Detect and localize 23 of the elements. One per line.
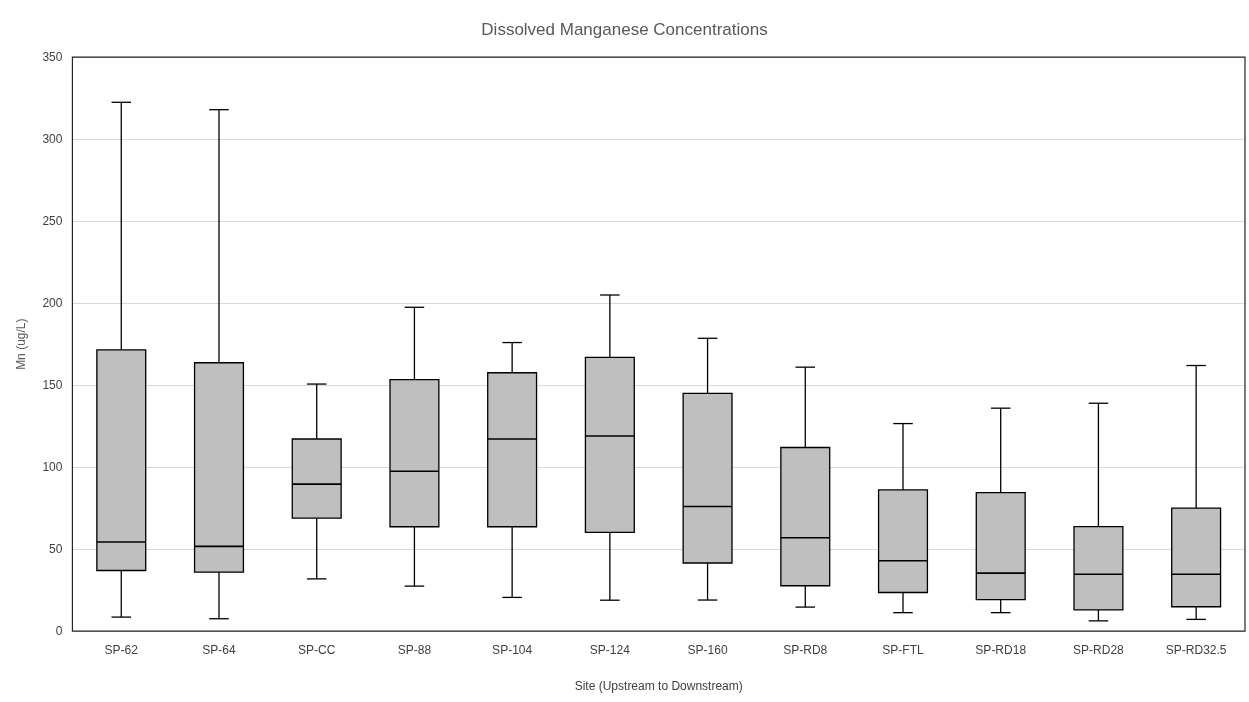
- x-tick-label: SP-RD32.5: [1165, 642, 1227, 657]
- x-tick-label: SP-RD28: [1073, 642, 1125, 657]
- x-tick-label: SP-124: [589, 642, 631, 657]
- x-tick-label: SP-64: [202, 642, 236, 657]
- y-tick-label: 350: [42, 49, 63, 64]
- y-tick-label: 250: [42, 213, 63, 228]
- y-tick-label: 300: [42, 131, 63, 146]
- y-axis-title: Mn (ug/L): [13, 318, 28, 370]
- x-tick-label: SP-FTL: [882, 642, 924, 657]
- x-tick-label: SP-104: [492, 642, 533, 657]
- x-tick-label: SP-RD8: [783, 642, 828, 657]
- chart-title: Dissolved Manganese Concentrations: [480, 20, 769, 40]
- y-tick-label: 0: [55, 623, 63, 638]
- x-tick-label: SP-88: [397, 642, 432, 657]
- x-tick-label: SP-62: [104, 642, 139, 657]
- x-tick-label: SP-CC: [298, 642, 336, 657]
- y-tick-label: 150: [42, 377, 63, 392]
- y-tick-label: 200: [42, 295, 63, 310]
- x-tick-label: SP-RD18: [975, 642, 1027, 657]
- y-tick-label: 50: [49, 541, 63, 556]
- x-tick-label: SP-160: [687, 642, 728, 657]
- x-axis-title: Site (Upstream to Downstream): [574, 679, 743, 694]
- y-tick-label: 100: [42, 459, 63, 474]
